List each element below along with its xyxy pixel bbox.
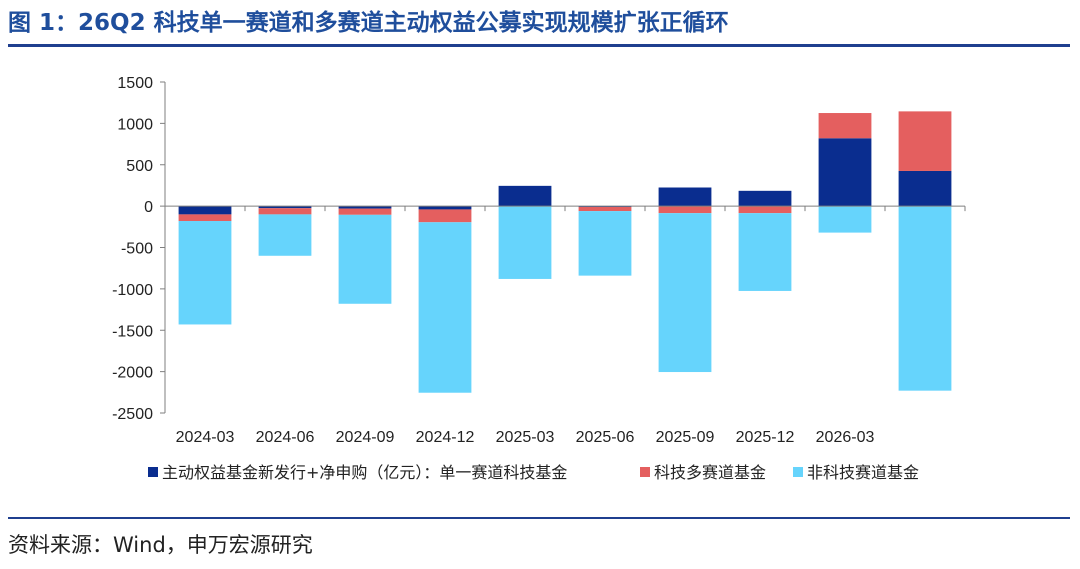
bar-segment-series-2-cat-4 — [498, 206, 552, 279]
bar-segment-series-1-cat-9 — [898, 111, 952, 171]
x-tick-label: 2025-03 — [496, 429, 555, 446]
x-tick-label: 2026-03 — [816, 429, 875, 446]
bar-segment-series-1-cat-0 — [178, 214, 232, 222]
x-axis: 2024-03 2024-06 2024-09 2024-12 2025-03 2025-… — [164, 205, 966, 446]
bar-segment-series-1-cat-8 — [818, 113, 872, 139]
bar-segment-series-1-cat-3 — [418, 209, 472, 223]
bar-segment-series-0-cat-2 — [338, 206, 392, 209]
bar-segment-series-0-cat-0 — [178, 206, 232, 215]
bar-segment-series-1-cat-7 — [738, 206, 792, 214]
bar-segment-series-2-cat-3 — [418, 222, 472, 393]
legend-swatch-1 — [640, 467, 650, 477]
bar-segment-series-2-cat-5 — [578, 211, 632, 276]
source-note: 资料来源：Wind，申万宏源研究 — [8, 533, 313, 557]
y-tick-label: -500 — [121, 241, 153, 258]
bar-segment-series-1-cat-1 — [258, 208, 312, 215]
y-tick-label: -1500 — [112, 323, 153, 340]
chart-title: 图 1：26Q2 科技单一赛道和多赛道主动权益公募实现规模扩张正循环 — [8, 10, 729, 36]
x-tick-label: 2025-06 — [576, 429, 635, 446]
title-divider — [8, 44, 1070, 47]
y-tick-label: 500 — [126, 158, 153, 175]
bar-segment-series-0-cat-7 — [738, 190, 792, 207]
legend-swatch-2 — [793, 467, 803, 477]
x-tick-label: 2025-09 — [656, 429, 715, 446]
legend: 主动权益基金新发行+净申购（亿元）：单一赛道科技基金 科技多赛道基金 非科技赛道基金 — [148, 463, 919, 482]
y-tick-label: 0 — [144, 199, 153, 216]
y-tick-label: -2500 — [112, 406, 153, 423]
source-divider — [8, 517, 1070, 519]
bar-segment-series-0-cat-3 — [418, 206, 472, 210]
legend-swatch-0 — [148, 467, 158, 477]
bar-segment-series-1-cat-6 — [658, 206, 712, 214]
bar-segment-series-0-cat-8 — [818, 138, 872, 207]
bar-segment-series-2-cat-2 — [338, 214, 392, 304]
legend-prefix: 主动权益基金新发行+净申购（亿元）： — [162, 463, 439, 482]
bar-segment-series-0-cat-9 — [898, 170, 952, 207]
bar-segment-series-0-cat-6 — [658, 187, 712, 207]
bar-segment-series-2-cat-1 — [258, 214, 312, 256]
x-tick-label: 2024-12 — [416, 429, 475, 446]
x-tick-label: 2024-06 — [256, 429, 315, 446]
legend-label-2: 非科技赛道基金 — [807, 463, 919, 482]
y-tick-label: 1500 — [117, 75, 153, 92]
bar-segment-series-2-cat-7 — [738, 213, 792, 291]
y-tick-label: -2000 — [112, 365, 153, 382]
bar-segment-series-0-cat-1 — [258, 206, 312, 209]
legend-label-1: 科技多赛道基金 — [654, 463, 766, 482]
bar-segment-series-0-cat-4 — [498, 185, 552, 207]
bar-segment-series-2-cat-9 — [898, 206, 952, 391]
y-tick-label: 1000 — [117, 116, 153, 133]
bar-segment-series-1-cat-2 — [338, 208, 392, 215]
bar-segment-series-1-cat-5 — [578, 206, 632, 212]
legend-label-text: 单一赛道科技基金 — [439, 463, 567, 482]
x-tick-label: 2025-12 — [736, 429, 795, 446]
bar-group — [178, 111, 952, 393]
bar-segment-series-2-cat-8 — [818, 206, 872, 233]
bar-segment-series-2-cat-6 — [658, 213, 712, 373]
legend-label-0: 主动权益基金新发行+净申购（亿元）：单一赛道科技基金 — [162, 463, 567, 482]
bar-segment-series-2-cat-0 — [178, 221, 232, 325]
y-tick-label: -1000 — [112, 282, 153, 299]
y-axis: 1500 1000 500 0 -500 -1000 -1500 -2000 -2500 — [112, 75, 166, 423]
x-tick-label: 2024-09 — [336, 429, 395, 446]
x-tick-label: 2024-03 — [176, 429, 235, 446]
